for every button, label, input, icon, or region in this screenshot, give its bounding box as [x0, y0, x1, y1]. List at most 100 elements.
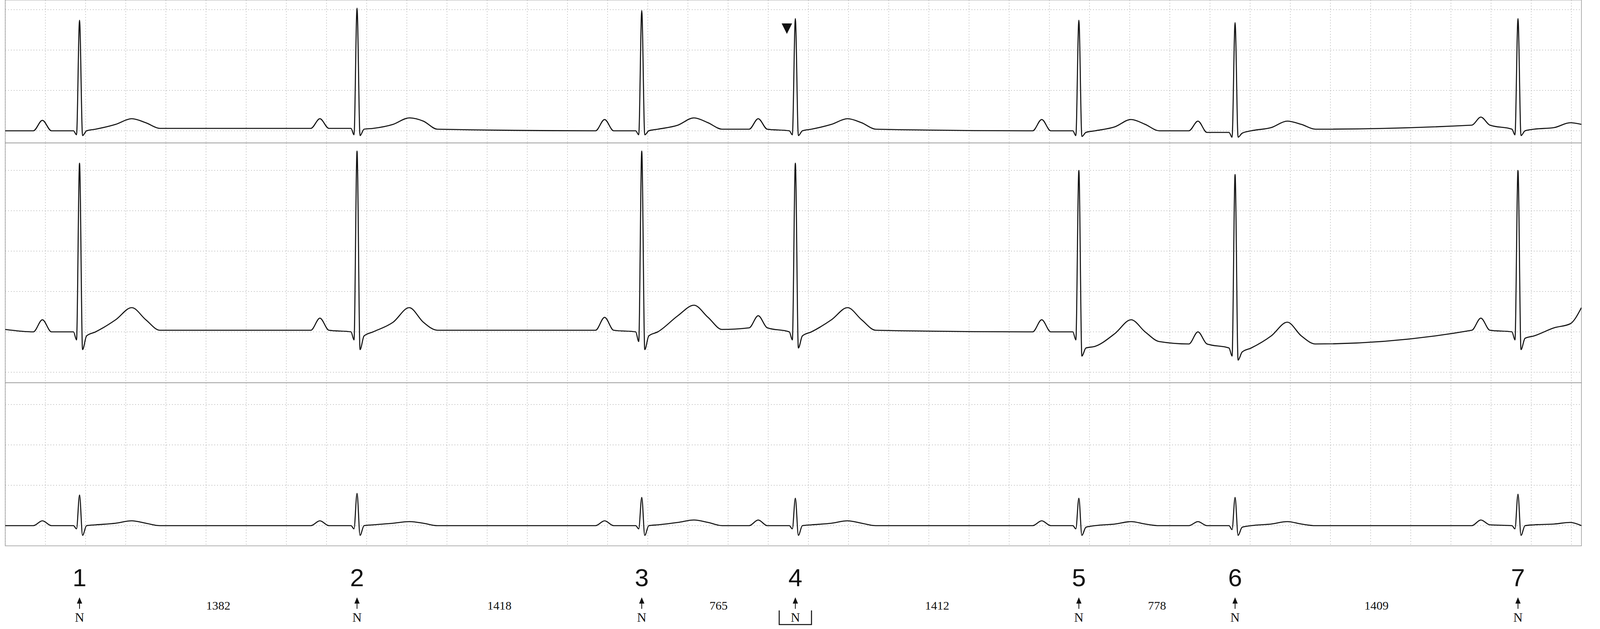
beat-number: 7	[1511, 563, 1525, 592]
grid-line-x	[567, 0, 568, 143]
beat-arrow	[77, 598, 82, 609]
grid-line-x	[727, 142, 729, 383]
grid-line-x	[1490, 0, 1492, 143]
grid-line-x	[245, 382, 247, 546]
lead-3	[5, 382, 1582, 546]
grid-line-x	[727, 382, 729, 546]
grid-line-x	[1129, 142, 1131, 383]
grid-line-x	[607, 142, 609, 383]
grid-line-x	[446, 382, 448, 546]
beat-number: 3	[634, 563, 649, 592]
grid	[5, 142, 1582, 383]
grid	[5, 382, 1582, 546]
grid-line-y	[5, 49, 1582, 51]
grid-line-x	[85, 382, 86, 546]
grid-line-x	[928, 382, 930, 546]
grid-line-x	[1249, 142, 1251, 383]
grid-line-x	[1490, 142, 1492, 383]
beat-arrow	[1516, 598, 1521, 609]
grid-line-x	[1410, 0, 1412, 143]
grid-line-y	[5, 210, 1582, 212]
grid-line-x	[286, 0, 287, 143]
grid-line-x	[888, 382, 890, 546]
rr-interval: 778	[1147, 598, 1167, 612]
beat-label: N	[1074, 609, 1084, 625]
grid-line-x	[1169, 382, 1171, 546]
grid-line-x	[647, 382, 649, 546]
grid-line-x	[406, 0, 408, 143]
beat-label: N	[1513, 609, 1523, 625]
grid-line-x	[1209, 0, 1211, 143]
grid-line-y	[5, 484, 1582, 486]
rr-interval: 765	[709, 598, 728, 612]
grid-line-x	[1370, 0, 1372, 143]
grid-line-x	[968, 382, 970, 546]
grid-line-x	[286, 382, 287, 546]
grid-line-x	[286, 142, 287, 383]
grid-line-x	[1530, 142, 1532, 383]
grid-line-x	[125, 0, 127, 143]
grid-line-x	[1249, 0, 1251, 143]
beat-annotations: 1N2N3N4N5N6N7N1382141876514127781409	[72, 23, 1525, 625]
grid-line-x	[888, 142, 890, 383]
grid-line-x	[1450, 382, 1452, 546]
grid-line-y	[5, 444, 1582, 446]
grid-line-x	[1169, 142, 1171, 383]
grid-line-y	[5, 130, 1582, 132]
plot-frame	[5, 382, 1582, 546]
ecg-trace	[5, 150, 1582, 361]
ecg-trace	[5, 493, 1582, 536]
grid-line-x	[165, 382, 167, 546]
grid-line-x	[1049, 0, 1050, 143]
grid-line-x	[808, 142, 809, 383]
grid-line-x	[527, 142, 528, 383]
beat-arrow	[639, 598, 644, 609]
grid-line-x	[326, 0, 327, 143]
grid-line-x	[1049, 382, 1050, 546]
grid-line-x	[968, 0, 970, 143]
grid-line-x	[1089, 382, 1090, 546]
beat-number: 1	[72, 563, 87, 592]
grid-line-x	[888, 0, 890, 143]
grid-line-x	[808, 0, 809, 143]
grid-line-x	[1329, 382, 1331, 546]
beat-number: 5	[1072, 563, 1086, 592]
grid-line-x	[687, 142, 689, 383]
grid-line-x	[45, 142, 47, 383]
beat-label: N	[636, 609, 647, 625]
grid-line-x	[486, 382, 488, 546]
traces	[5, 493, 1582, 536]
grid-line-x	[406, 142, 408, 383]
grid-line-x	[647, 142, 649, 383]
grid-line-x	[1450, 0, 1452, 143]
grid-line-x	[1009, 382, 1010, 546]
grid-line-x	[808, 382, 809, 546]
grid-line-x	[1129, 0, 1131, 143]
grid-line-x	[527, 0, 528, 143]
grid-line-x	[366, 0, 368, 143]
grid-line-x	[1570, 0, 1572, 143]
grid-line-x	[1329, 142, 1331, 383]
traces	[5, 8, 1582, 138]
grid-line-x	[768, 382, 769, 546]
grid-line-x	[1169, 0, 1171, 143]
plot-frame	[5, 0, 1582, 143]
grid-line-x	[125, 142, 127, 383]
grid-line-x	[85, 142, 86, 383]
grid-line-x	[205, 142, 207, 383]
grid-line-y	[5, 371, 1582, 373]
rr-interval: 1412	[925, 598, 950, 612]
grid-line-x	[848, 0, 850, 143]
beat-label: N	[75, 609, 85, 625]
grid-line-x	[85, 0, 86, 143]
grid-line-x	[687, 382, 689, 546]
grid-line-x	[205, 382, 207, 546]
grid-line-x	[446, 142, 448, 383]
grid-line-x	[1530, 382, 1532, 546]
grid-line-x	[968, 142, 970, 383]
beat-arrow	[1076, 598, 1081, 609]
grid-line-x	[366, 382, 368, 546]
beat-arrow	[1233, 598, 1238, 609]
ecg-strip: 1N2N3N4N5N6N7N1382141876514127781409	[0, 0, 1600, 629]
grid-line-x	[768, 0, 769, 143]
